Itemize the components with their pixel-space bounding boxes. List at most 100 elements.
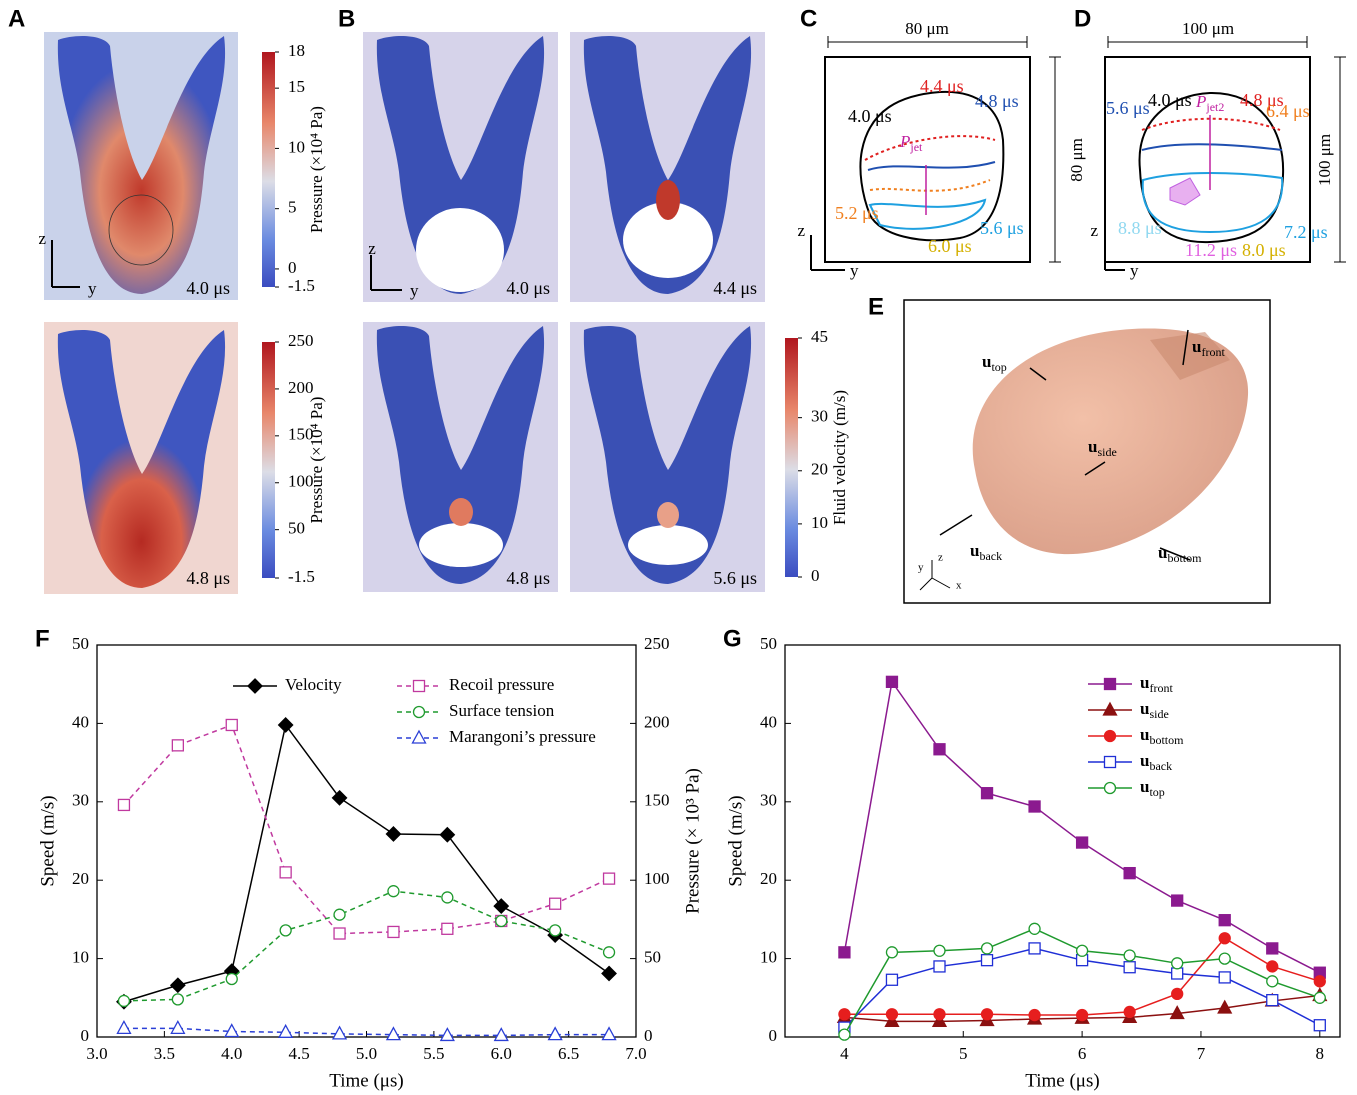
legend-label: Surface tension — [449, 701, 555, 720]
dimension — [1334, 56, 1346, 263]
y2-axis-label: Pressure (× 10³ Pa) — [682, 768, 703, 914]
axes-icon — [810, 235, 845, 271]
time-label: 4.4 μs — [713, 278, 757, 298]
time-label: 6.4 μs — [1266, 101, 1310, 121]
marker — [885, 973, 899, 986]
legend-marker — [411, 729, 427, 744]
y-tick-label: 10 — [760, 948, 777, 967]
marker — [387, 885, 400, 898]
marker — [838, 1028, 851, 1041]
time-label: 5.6 μs — [713, 568, 757, 588]
marker — [1218, 952, 1231, 965]
marker — [980, 1008, 994, 1021]
marker — [1028, 800, 1041, 813]
vector-label: ubottom — [1158, 543, 1202, 565]
bubble — [416, 208, 504, 292]
colorbar-tick-label: 250 — [288, 331, 314, 350]
axis-letter: y — [850, 261, 859, 280]
marker — [602, 872, 616, 885]
colorbar-tick-label: 30 — [811, 407, 828, 426]
marker — [980, 787, 994, 800]
x-tick-label: 5 — [959, 1044, 968, 1063]
marker — [493, 898, 510, 914]
colorbar-label: Pressure (×10⁴ Pa) — [307, 397, 326, 524]
y2-tick-label: 200 — [644, 712, 670, 731]
panel-label: D — [1074, 5, 1091, 32]
marker — [117, 994, 131, 1008]
marker — [1171, 987, 1184, 1001]
marker — [549, 924, 562, 937]
y-tick-label: 50 — [72, 634, 89, 653]
dimension-label: 80 μm — [1067, 138, 1086, 182]
time-label: 8.8 μs — [1118, 218, 1162, 238]
contour — [1138, 91, 1285, 244]
x-tick-label: 6 — [1078, 1044, 1087, 1063]
axis-letter: z — [797, 221, 805, 240]
marker — [1218, 971, 1231, 984]
y-tick-label: 50 — [760, 634, 777, 653]
marker — [439, 826, 456, 843]
x-tick-label: 6.0 — [491, 1044, 512, 1063]
contour — [1141, 172, 1284, 234]
y2-tick-label: 250 — [644, 634, 670, 653]
panel-label: B — [338, 5, 355, 32]
y2-tick-label: 50 — [644, 948, 661, 967]
x-tick-label: 7 — [1197, 1044, 1206, 1063]
marker — [838, 1008, 851, 1021]
vector-label: utop — [982, 352, 1007, 374]
y-tick-label: 0 — [769, 1026, 778, 1045]
marker — [333, 908, 346, 921]
marker — [1218, 914, 1231, 927]
jet-symbol: P — [1195, 92, 1206, 111]
contour — [868, 198, 987, 230]
y-tick-label: 10 — [72, 948, 89, 967]
legend-label: Marangoni’s pressure — [449, 727, 596, 746]
colorbar — [262, 52, 275, 287]
legend-marker — [247, 678, 263, 694]
legend-marker — [1103, 729, 1117, 743]
marker — [278, 1023, 294, 1038]
series-line — [843, 679, 1321, 974]
y2-tick-label: 150 — [644, 791, 670, 810]
legend-marker — [1103, 781, 1117, 795]
y-tick-label: 20 — [760, 869, 777, 888]
time-label: 5.2 μs — [835, 203, 879, 223]
marker — [224, 1023, 240, 1038]
colorbar-tick-label: 15 — [288, 77, 305, 96]
marker — [387, 925, 400, 939]
marker — [933, 1008, 946, 1021]
legend-marker — [1102, 701, 1118, 716]
x-tick-label: 3.5 — [154, 1044, 175, 1063]
marker — [1169, 1005, 1185, 1020]
y-tick-label: 30 — [760, 791, 777, 810]
time-label: 7.2 μs — [1284, 222, 1328, 242]
marker — [117, 798, 131, 812]
axes-icon — [919, 560, 951, 591]
dimension-label: 80 μm — [905, 19, 949, 38]
marker — [1123, 949, 1136, 962]
marker — [171, 739, 185, 752]
time-label: 5.6 μs — [980, 218, 1024, 238]
dimension — [827, 36, 1028, 48]
panel-label: G — [723, 625, 742, 652]
marker — [439, 1027, 455, 1042]
marker — [1171, 967, 1184, 980]
marker — [170, 1020, 186, 1035]
time-label: 4.4 μs — [920, 76, 964, 96]
marker — [1123, 866, 1136, 880]
time-label: 4.8 μs — [975, 91, 1019, 111]
x-tick-label: 5.5 — [423, 1044, 444, 1063]
series-line — [123, 723, 610, 935]
marker — [333, 927, 346, 940]
colorbar-tick-label: 150 — [288, 425, 314, 444]
marker — [601, 965, 617, 982]
marker — [1313, 975, 1326, 988]
marker — [1266, 942, 1279, 955]
marker — [331, 789, 348, 806]
axes-icon — [370, 255, 402, 291]
colorbar-tick-label: -1.5 — [288, 567, 315, 586]
droplet-face — [1150, 332, 1230, 380]
x-axis-label: Time (μs) — [1025, 1070, 1099, 1091]
marker — [1217, 999, 1233, 1014]
